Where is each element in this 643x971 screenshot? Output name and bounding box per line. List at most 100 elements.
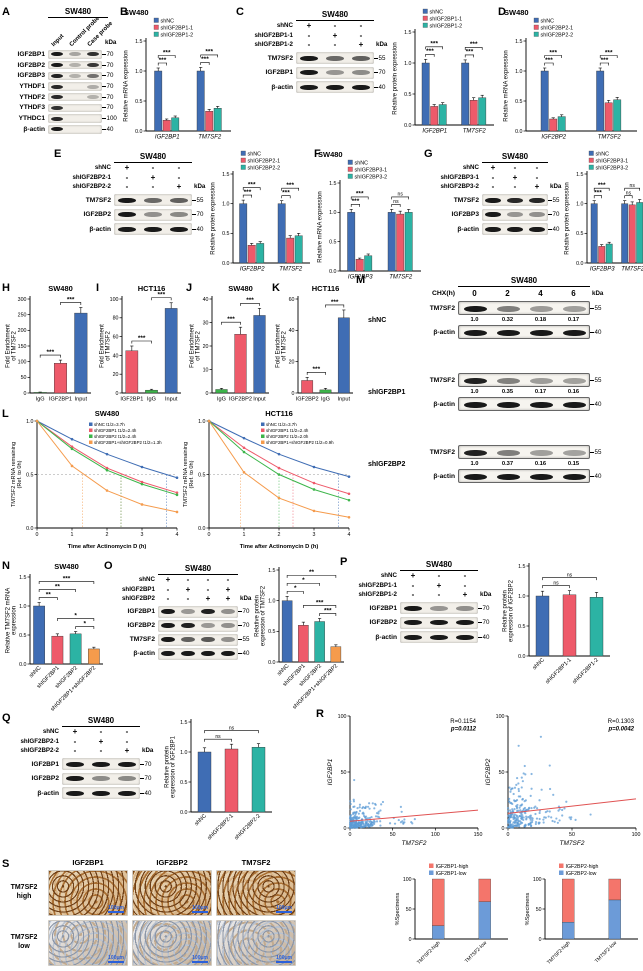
text: 4: [348, 532, 351, 538]
text: Relative TM7SF2 mRNA: [6, 588, 12, 654]
path: [60, 302, 82, 305]
rect: [198, 751, 212, 813]
bname: IGF2BP1: [127, 608, 155, 615]
rect: [88, 648, 100, 665]
rect: [355, 259, 364, 272]
circle: [354, 816, 357, 819]
circle: [509, 826, 513, 829]
text: shIGF2BP1 t1/2=2.4h: [266, 428, 309, 433]
circle: [277, 496, 281, 500]
text: 50: [21, 375, 27, 381]
circle: [358, 806, 361, 809]
strip: [400, 616, 478, 629]
rect: [248, 244, 256, 264]
cmark: -: [125, 182, 129, 192]
circle: [365, 821, 368, 825]
circle: [380, 803, 383, 806]
kda: 55: [590, 449, 601, 456]
circle: [356, 807, 359, 810]
crow: shIGF2BP1-2 - - + kDa: [244, 40, 387, 50]
circle: [518, 806, 521, 809]
tick: [238, 625, 242, 626]
path: [624, 187, 641, 191]
qv: 0.37: [501, 461, 514, 467]
rect: [422, 62, 430, 126]
band: [496, 306, 521, 312]
panel-m-label: M: [356, 274, 366, 286]
text: TM7SF2: [389, 275, 413, 281]
rect: [145, 389, 158, 394]
tick: [140, 792, 144, 794]
text: 1.5: [222, 172, 229, 178]
rect: [396, 213, 405, 272]
text: ***: [47, 349, 55, 356]
div: low: [18, 942, 30, 950]
band: [117, 212, 137, 217]
circle: [513, 817, 516, 820]
circle: [378, 816, 381, 819]
circle: [353, 778, 356, 782]
div: high: [16, 892, 32, 900]
text: Relative protein expression: [565, 182, 571, 254]
text: 0.5: [329, 240, 336, 246]
text: 300: [18, 297, 27, 303]
kda: 40: [590, 401, 601, 408]
text: 20: [289, 360, 295, 366]
text: Time after Actinomycin D (h): [240, 544, 319, 550]
rect: [562, 878, 575, 923]
path: [204, 738, 233, 742]
band: [91, 776, 111, 781]
circle: [568, 816, 571, 819]
cmark: -: [513, 163, 517, 173]
strip: [48, 103, 102, 113]
path: [544, 62, 554, 66]
correlation-scatter: 0 50 100 0 50 100 IGF2BP2 TM7SF2 R=0.1303 p=0.004…: [485, 714, 640, 847]
text: IgG: [147, 397, 156, 403]
rect: [205, 110, 214, 132]
bname: β-actin: [433, 400, 455, 408]
panel-j-chart: SW480 0 10 20 30 40 Fold Enrichment of TM7SF2 Ig…: [188, 284, 272, 406]
panel-r-scatter-igf2bp2: 0 50 100 0 50 100 IGF2BP2 TM7SF2 R=0.1303 p=0.004…: [484, 708, 642, 848]
path: [240, 303, 260, 306]
band: [200, 651, 216, 656]
panel-p-label: P: [340, 556, 348, 568]
circle: [362, 811, 365, 814]
text: ***: [431, 41, 439, 48]
panel-g-chart: shNC shIGF2BP3-1 shIGF2BP3-2 0.0 0.5 1.0 1.5 Re…: [563, 148, 643, 276]
tick: [590, 451, 594, 453]
circle: [312, 481, 316, 485]
circle: [531, 819, 534, 822]
bname: β-actin: [37, 789, 59, 797]
circle: [524, 799, 527, 802]
text: of TM7SF2: [12, 331, 18, 361]
cname: shIGF2BP2: [121, 595, 155, 603]
cname: shNC: [94, 164, 111, 172]
band: [117, 776, 137, 781]
bname: TM7SF2: [129, 636, 155, 643]
blot-q: SW480 shNC + - - shIGF2BP2-1- + - shIGF2BP2-2- - +…: [10, 716, 153, 799]
panel-e-chart: shNC shIGF2BP2-1 shIGF2BP2-2 0.0 0.5 1.0 1.5 Re…: [209, 148, 313, 276]
text: ***: [598, 182, 606, 189]
rect: [533, 24, 539, 30]
text: 1.0: [26, 419, 33, 425]
text: IGF2BP2-high: [566, 864, 599, 870]
circle: [352, 800, 356, 803]
circle: [364, 824, 367, 828]
circle: [362, 823, 365, 826]
cmark: 6: [571, 288, 576, 298]
sbar: 100μm: [192, 955, 208, 963]
band: [403, 620, 423, 625]
band: [143, 197, 163, 203]
panel-a: A SW480 Input Control probe Case probe kDa IG…: [2, 6, 120, 161]
crow: shNC + - -: [62, 163, 205, 173]
text: 0.5: [222, 231, 229, 237]
circle: [358, 803, 362, 806]
brow: TM7SF2 55: [414, 301, 601, 315]
text: shNC: [430, 9, 444, 15]
kda: 70: [238, 622, 249, 629]
circle: [525, 818, 528, 821]
text: shIGF2BP1-2: [161, 32, 194, 38]
text: ***: [549, 49, 557, 56]
crow: CHX(h) 0 2 4 6 kDa: [368, 287, 643, 299]
